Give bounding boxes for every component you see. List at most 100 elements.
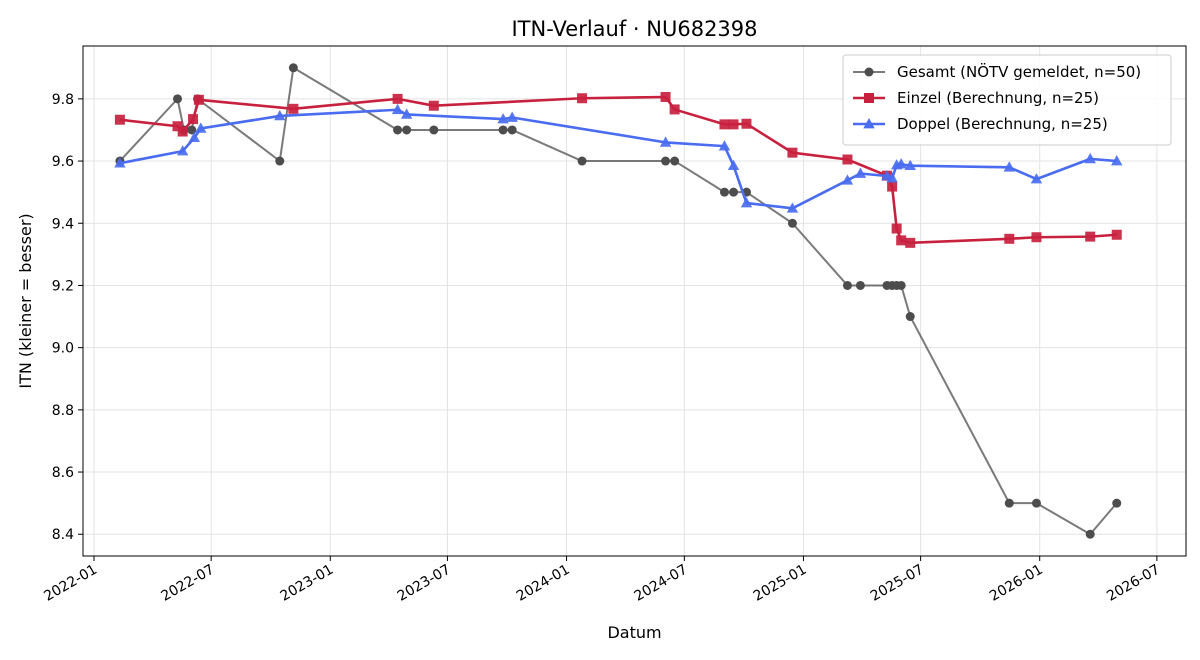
data-point bbox=[402, 125, 412, 135]
data-point bbox=[577, 156, 587, 166]
data-point bbox=[498, 125, 508, 135]
x-tick-label: 2026-01 bbox=[987, 562, 1046, 605]
legend-box bbox=[842, 54, 1172, 146]
data-point bbox=[392, 93, 403, 104]
data-point bbox=[905, 237, 916, 248]
data-point bbox=[393, 125, 403, 135]
data-point bbox=[1030, 173, 1043, 184]
x-axis-title: Datum bbox=[607, 623, 661, 642]
data-point bbox=[577, 93, 588, 104]
data-point bbox=[173, 94, 183, 104]
data-point bbox=[177, 126, 188, 137]
data-point bbox=[188, 114, 199, 125]
data-point bbox=[669, 104, 680, 115]
series-doppel bbox=[114, 103, 1123, 213]
data-point bbox=[670, 156, 680, 166]
data-point bbox=[497, 113, 509, 124]
grid-layer bbox=[83, 46, 1186, 556]
legend-marker bbox=[864, 93, 874, 103]
data-point bbox=[728, 119, 739, 130]
data-point bbox=[507, 125, 517, 135]
data-point bbox=[741, 118, 752, 129]
data-point bbox=[274, 109, 286, 121]
data-point bbox=[891, 223, 902, 234]
data-point bbox=[288, 103, 299, 114]
x-tick-label: 2023-07 bbox=[395, 562, 454, 605]
y-tick-label: 9.8 bbox=[52, 92, 74, 108]
data-point bbox=[887, 181, 898, 192]
y-tick-label: 9.6 bbox=[52, 154, 74, 170]
data-point bbox=[176, 145, 189, 156]
x-tick-label: 2022-07 bbox=[159, 562, 218, 605]
data-point bbox=[842, 280, 852, 290]
data-point bbox=[904, 159, 916, 171]
y-tick-label: 9.0 bbox=[52, 341, 74, 357]
data-point bbox=[1085, 529, 1095, 539]
legend-item: Einzel (Berechnung, n=25) bbox=[853, 89, 1099, 107]
x-tick-label: 2022-01 bbox=[41, 562, 100, 605]
data-point bbox=[905, 312, 915, 322]
data-point bbox=[660, 92, 671, 102]
data-point bbox=[661, 156, 671, 166]
series-line bbox=[119, 66, 1118, 536]
legend: Gesamt (NÖTV gemeldet, n=50) Einzel (Bere… bbox=[842, 54, 1172, 146]
data-point bbox=[896, 235, 907, 246]
data-point bbox=[429, 125, 439, 135]
x-tick-label: 2025-07 bbox=[868, 562, 927, 605]
data-point bbox=[718, 140, 731, 151]
data-point bbox=[1003, 161, 1015, 172]
data-point bbox=[842, 154, 853, 165]
data-point bbox=[188, 131, 201, 143]
y-tick-label: 8.8 bbox=[52, 403, 74, 419]
data-point bbox=[854, 167, 867, 178]
data-point bbox=[719, 119, 730, 130]
legend-item: Doppel (Berechnung, n=25) bbox=[853, 115, 1108, 133]
legend-label: Doppel (Berechnung, n=25) bbox=[897, 115, 1108, 133]
data-point bbox=[193, 94, 204, 105]
data-point bbox=[172, 121, 183, 132]
y-tick-label: 9.4 bbox=[52, 216, 74, 232]
x-tick-label: 2026-07 bbox=[1104, 562, 1163, 605]
legend-marker bbox=[863, 118, 875, 129]
data-point bbox=[841, 174, 854, 185]
plot-frame bbox=[82, 45, 1187, 557]
data-point bbox=[1112, 498, 1122, 508]
data-point bbox=[391, 103, 404, 115]
data-point bbox=[886, 172, 898, 183]
data-point bbox=[1084, 152, 1096, 164]
series-einzel bbox=[114, 92, 1122, 248]
series-layer bbox=[114, 63, 1123, 539]
y-axis-title: ITN (kleiner = besser) bbox=[16, 213, 35, 388]
data-point bbox=[288, 63, 298, 73]
chart-title: ITN-Verlauf · NU682398 bbox=[511, 17, 757, 41]
legend-label: Einzel (Berechnung, n=25) bbox=[897, 89, 1099, 107]
x-tick-label: 2023-01 bbox=[278, 562, 337, 605]
data-point bbox=[187, 125, 197, 135]
data-point bbox=[895, 158, 907, 169]
data-point bbox=[659, 136, 672, 147]
legend-marker bbox=[864, 67, 874, 77]
data-point bbox=[1111, 155, 1123, 166]
data-point bbox=[195, 122, 207, 133]
y-tick-label: 8.6 bbox=[52, 465, 74, 481]
data-point bbox=[275, 156, 285, 166]
data-point bbox=[400, 108, 413, 119]
legend-item: Gesamt (NÖTV gemeldet, n=50) bbox=[853, 62, 1141, 81]
data-point bbox=[855, 280, 865, 290]
data-point bbox=[506, 111, 518, 122]
data-point bbox=[787, 147, 798, 158]
x-tick-label: 2025-01 bbox=[751, 562, 810, 605]
data-point bbox=[114, 157, 126, 168]
data-point bbox=[1085, 231, 1096, 242]
data-point bbox=[1031, 232, 1042, 243]
data-point bbox=[740, 197, 753, 208]
data-point bbox=[727, 159, 740, 171]
legend-label: Gesamt (NÖTV gemeldet, n=50) bbox=[897, 62, 1141, 81]
y-tick-label: 9.2 bbox=[52, 278, 74, 294]
y-tick-label: 8.4 bbox=[52, 527, 74, 543]
data-point bbox=[787, 218, 797, 228]
data-point bbox=[896, 280, 906, 290]
data-point bbox=[114, 114, 125, 125]
